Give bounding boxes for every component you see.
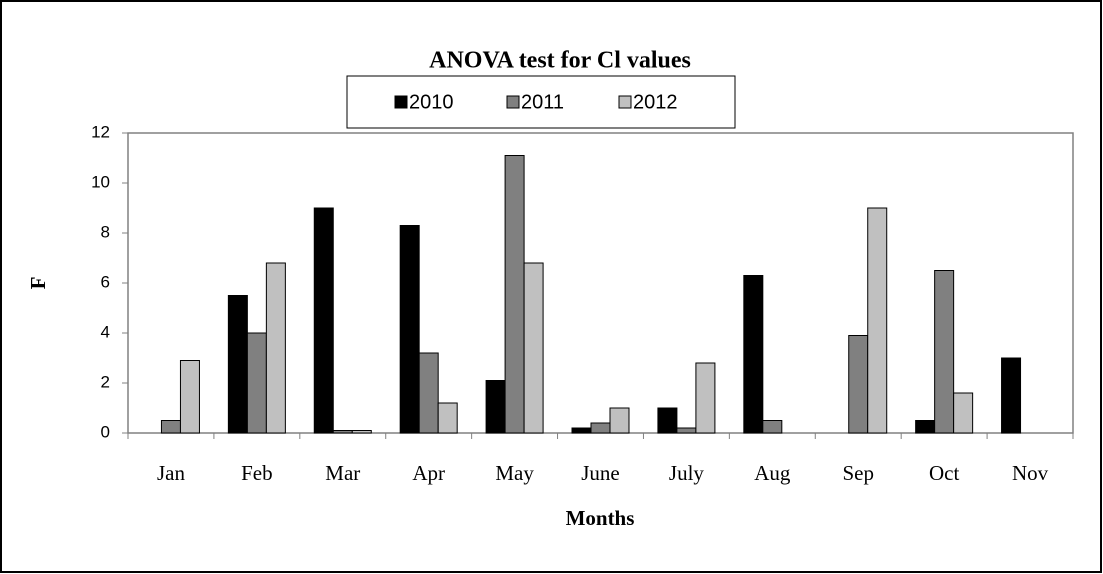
- legend-label: 2012: [633, 91, 678, 113]
- x-tick-label: July: [669, 461, 705, 485]
- bar: [227, 295, 248, 434]
- bar: [265, 262, 286, 434]
- y-tick-label: 10: [91, 172, 110, 191]
- bar: [867, 207, 888, 434]
- bar: [399, 225, 420, 434]
- y-tick-label: 8: [101, 222, 110, 241]
- y-tick-label: 12: [91, 122, 110, 141]
- y-tick-label: 0: [101, 422, 110, 441]
- bar: [848, 335, 869, 434]
- y-axis-title: F: [26, 277, 50, 290]
- bar: [313, 207, 334, 434]
- x-tick-label: Sep: [842, 461, 874, 485]
- bar: [762, 420, 783, 434]
- legend-box: [346, 75, 736, 129]
- bar: [934, 270, 955, 434]
- bar: [332, 430, 353, 434]
- bar: [523, 262, 544, 434]
- x-tick-label: June: [581, 461, 620, 485]
- x-tick-label: Mar: [325, 461, 360, 485]
- x-tick-label: Jan: [157, 461, 185, 485]
- x-tick-label: Aug: [754, 461, 791, 485]
- legend-swatch: [506, 95, 520, 109]
- bar: [351, 430, 372, 434]
- legend-label: 2010: [409, 91, 454, 113]
- bar: [1001, 357, 1022, 434]
- y-tick-label: 6: [101, 272, 110, 291]
- legend-swatch: [618, 95, 632, 109]
- x-tick-label: Apr: [412, 461, 445, 485]
- x-tick-label: Nov: [1012, 461, 1049, 485]
- x-tick-label: Oct: [929, 461, 959, 485]
- y-tick-label: 2: [101, 372, 110, 391]
- bar: [418, 352, 439, 434]
- legend-swatch: [394, 95, 408, 109]
- bar: [437, 402, 458, 434]
- bar: [695, 362, 716, 434]
- bar: [743, 275, 764, 434]
- y-tick-label: 4: [101, 322, 110, 341]
- bar: [485, 380, 506, 434]
- bar: [590, 422, 611, 434]
- bar: [571, 427, 592, 434]
- x-tick-label: Feb: [241, 461, 273, 485]
- bar: [953, 392, 974, 434]
- bar: [179, 360, 200, 434]
- bar: [504, 155, 525, 434]
- x-axis-title: Months: [566, 506, 635, 530]
- bar: [609, 407, 630, 434]
- bar: [676, 427, 697, 434]
- bar: [915, 420, 936, 434]
- bar: [246, 332, 267, 434]
- chart-title: ANOVA test for Cl values: [429, 48, 691, 74]
- bar: [160, 420, 181, 434]
- legend-label: 2011: [521, 91, 564, 113]
- bar: [657, 407, 678, 434]
- x-tick-label: May: [495, 461, 534, 485]
